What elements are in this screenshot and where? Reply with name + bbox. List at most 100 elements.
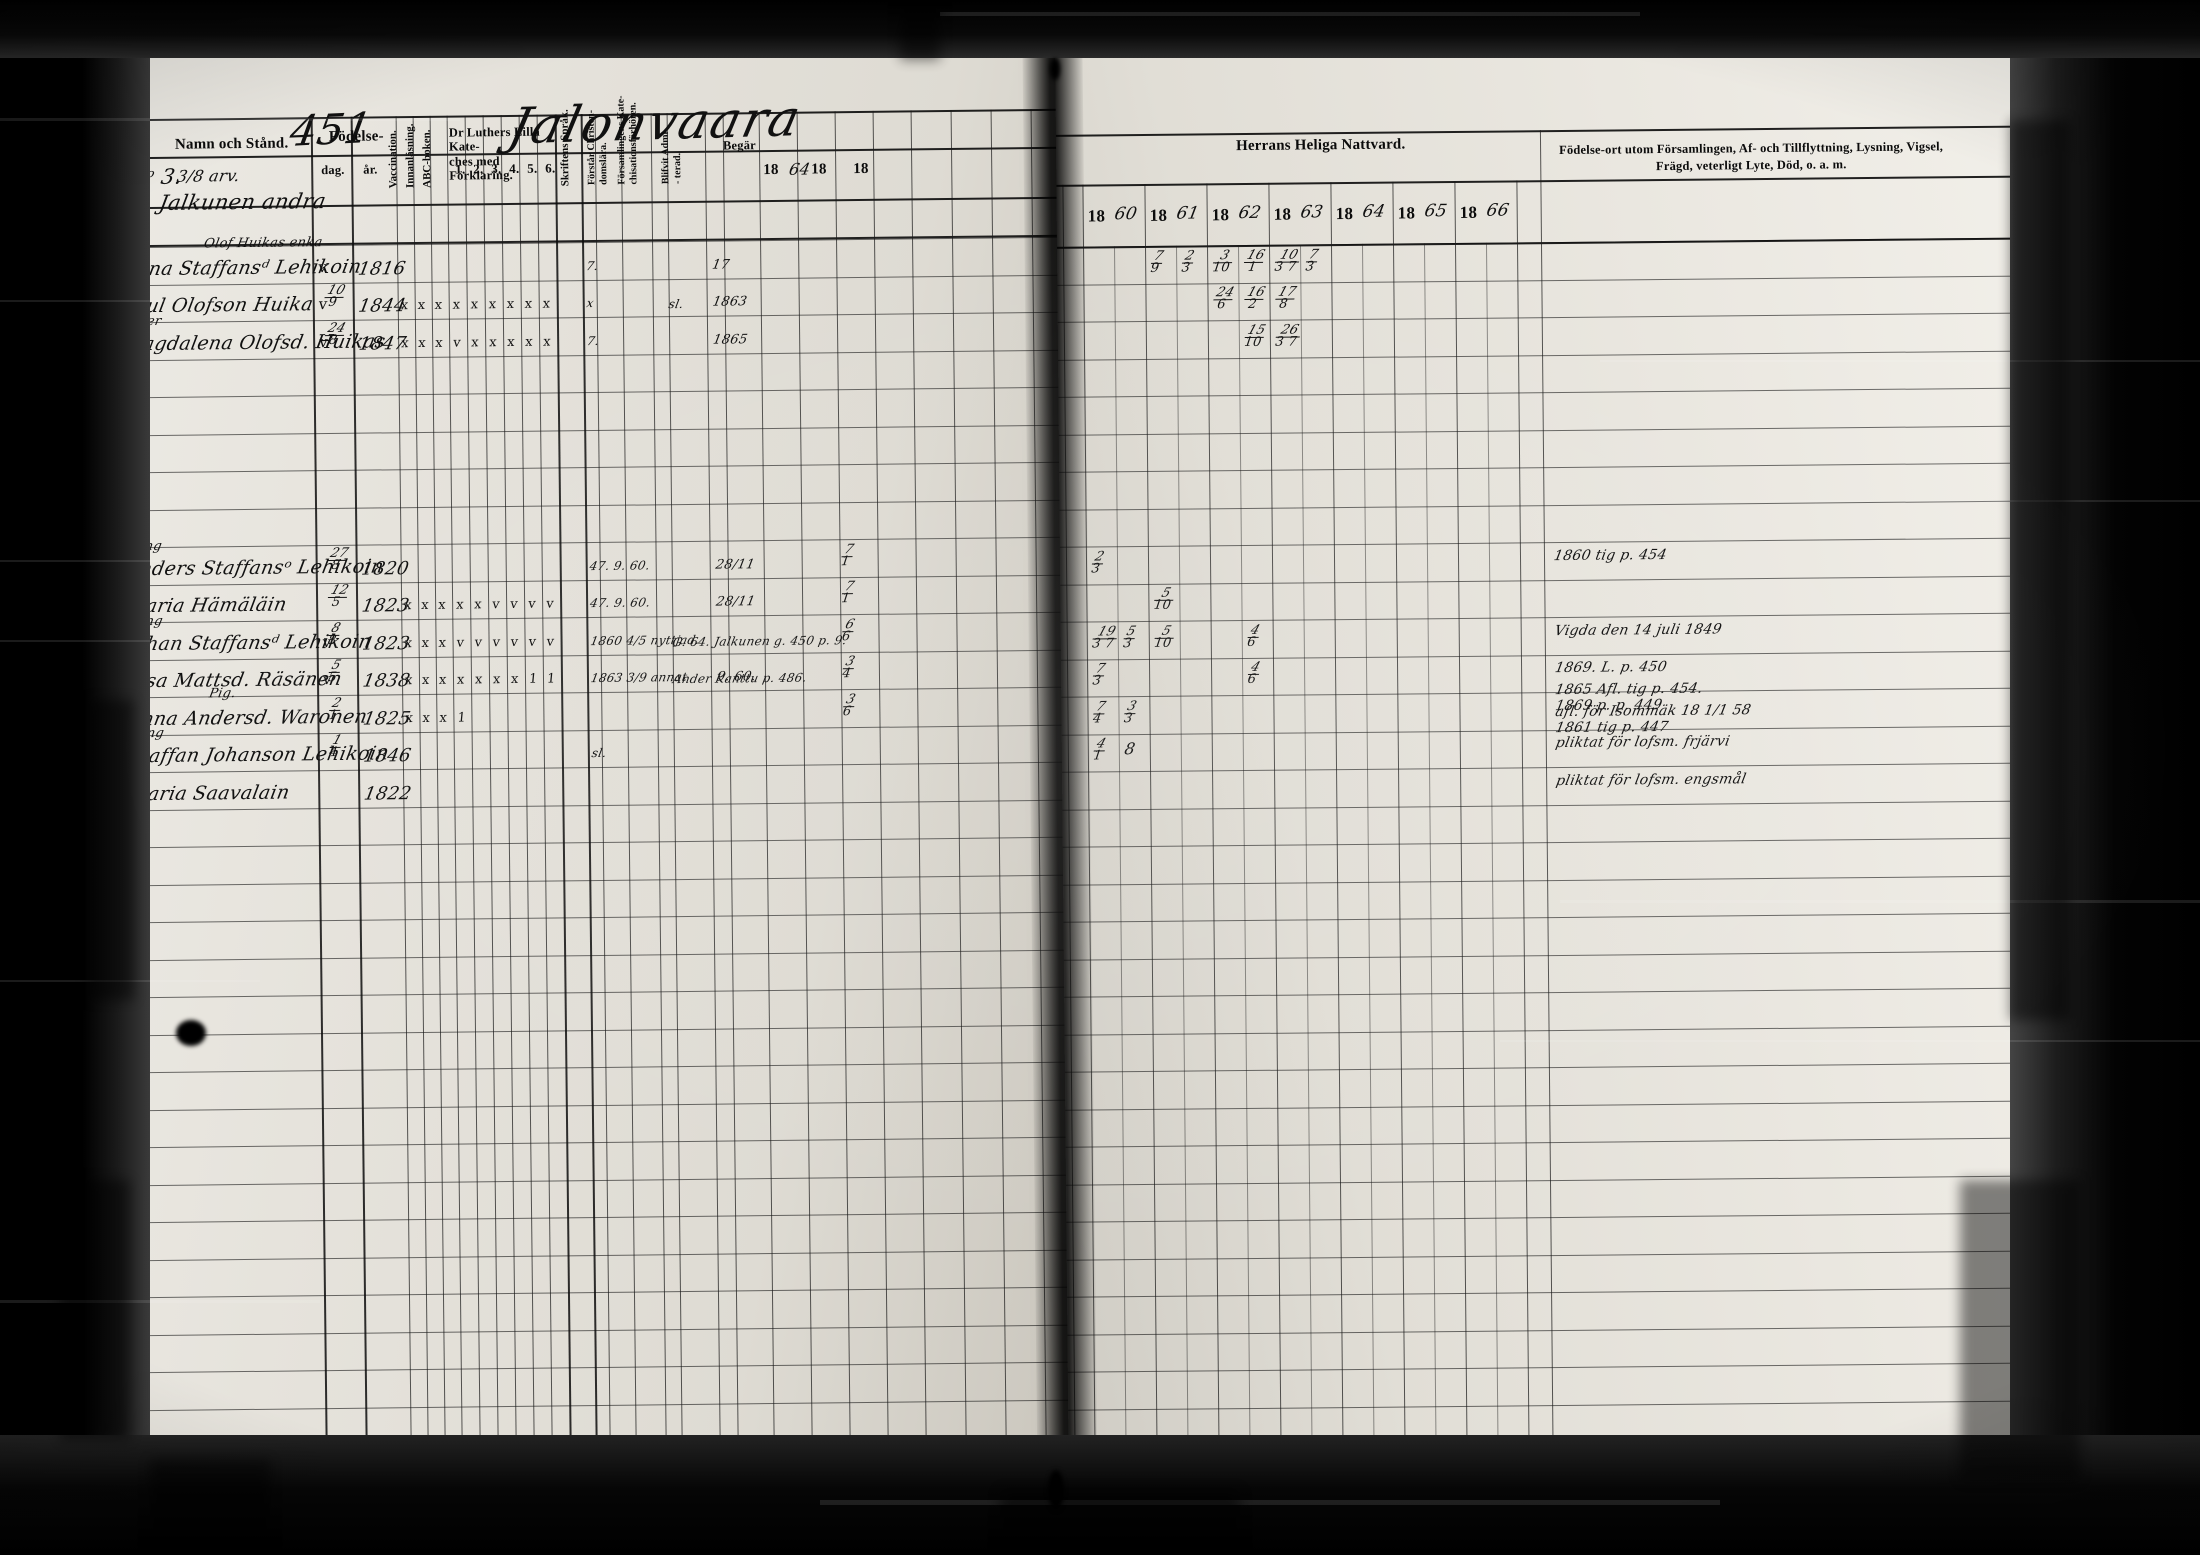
sheet-rule-v [796,111,814,1490]
row-katekes-cell: v [452,335,462,351]
header-herrans-heliga-nattvard: Herrans Heliga Nattvard. [1235,136,1406,155]
row-birth-year: 1846 [361,745,413,767]
scan-blotch-0 [1050,58,1060,80]
row-katekes-cell: x [488,334,498,350]
row-katekes-cell: v [473,634,483,650]
sheet-rule-v [395,116,413,1495]
communion-year-suffix-6: 66 [1484,200,1511,221]
row-birth-year: 1822 [362,782,414,805]
row-katekes-cell: x [455,597,465,613]
row-name: Maria Saavalain [126,780,292,805]
scan-dark-blob-2 [2010,120,2070,1020]
communion-year-prefix-5: 18 [1397,203,1416,223]
row-communion-mark: 15 10 [1241,322,1268,350]
row-note: 1869. L. p. 450 [1553,658,1669,677]
scan-dark-blob-1 [60,1180,130,1440]
row-exam-left: 7. [585,333,601,348]
row-katekes-cell: x [456,672,466,688]
year-header-left-1: 18 [811,161,827,178]
communion-year-divider [1330,182,1345,1503]
scan-streak-3 [0,640,200,642]
left-page: 451 Jalonvaara Namn och Stånd. Födelse- … [109,36,1087,1498]
sheet-rule-v [594,113,612,1492]
header-fodelseort-notes: Födelse-ort utom Församlingen, Af- och T… [1536,138,1966,176]
communion-year-prefix-6: 18 [1459,202,1478,222]
communion-year-suffix-1: 61 [1174,203,1201,224]
row-katekes-cell: x [474,672,484,688]
sheet-rule-h [113,386,1074,399]
sheet-rule-v [350,116,369,1495]
sheet-rule-v [429,115,447,1494]
header-forsamlingens-katechisation: Församlingens Kate- [615,95,628,185]
communion-block-end [1516,180,1531,1501]
row-katekes-cell: x [452,297,462,313]
row-premark-cell: x [417,297,427,314]
row-birth-day: 24 8 [324,320,348,348]
sheet-rule-h [120,986,1081,999]
right-page: Herrans Heliga Nattvard. Födelse-ort uto… [1054,25,2070,1505]
row-katekes-cell: v [491,634,501,650]
header-abc-boken: ABC-boken. [420,129,434,188]
scan-streak-0 [0,118,460,121]
sheet-rule-v [704,112,722,1491]
sheet-rule-h [122,1174,1083,1186]
scan-dark-blob-0 [88,700,134,1000]
sheet-rule-h [115,536,1076,549]
scan-dark-blob-4 [900,0,940,60]
scan-dark-blob-6 [150,1460,270,1550]
communion-year-suffix-0: 60 [1112,204,1139,225]
row-premark-cell: x [437,635,447,651]
sheet-rule-h [114,461,1075,474]
header-fodelse-ar: år. [363,162,378,177]
communion-year-sub [1114,246,1128,1505]
sheet-rule-v [310,117,329,1496]
sheet-rule-v [554,114,573,1493]
row-birth-year: 1820 [359,557,411,580]
row-admitted: 28/11 [714,556,757,573]
header-katekes-number-2: 2. [473,161,484,177]
row-katekes-cell: 1 [456,709,467,726]
row-exam-left: 47. 9. 60. [588,557,652,573]
row-communion-mark: 26 3 7 [1273,322,1304,349]
sheet-rule-v [536,114,554,1493]
sheet-rule-h [121,1061,1082,1074]
scan-streak-1 [0,300,300,302]
row-communion-mark: 19 3 7 [1090,624,1120,651]
sheet-rule-v [666,113,684,1492]
row-exam-left: 7. [585,258,600,273]
sheet-rule-h [124,1361,1085,1374]
sheet-rule-h [124,1324,1085,1336]
communion-year-divider [1206,183,1221,1504]
scan-dark-blob-5 [1000,1490,1240,1555]
row-katekes-cell: x [470,334,480,350]
scan-streak-7 [1500,1040,2200,1042]
household-name: Jalkunen andra [157,189,329,215]
sheet-rule-h [114,424,1075,436]
row-note: pliktat för lofsm. frjärvi [1554,733,1732,752]
communion-year-prefix-2: 18 [1211,205,1230,225]
row-note: 1861 tig p. 447 [1554,718,1670,736]
row-communion-mark: 10 3 7 [1272,247,1303,274]
year-header-left-0: 18 [763,161,779,179]
scan-streak-9 [0,1300,320,1303]
sheet-rule-h [119,874,1080,886]
row-exam-left: sl. [590,745,608,761]
sheet-rule-v [412,116,430,1494]
communion-year-prefix-0: 18 [1087,206,1106,226]
header-katekes-number-3: 3. [491,161,502,177]
sheet-rule-h [118,836,1079,849]
row-katekes-cell: x [473,597,483,613]
row-katekes-cell: x [506,334,516,350]
row-premark-cell: x [438,672,448,688]
communion-year-sub [1299,244,1314,1503]
scan-blotch-2 [176,1020,206,1046]
header-katekes-line1: Dr Luthers Lilla Kate- [448,124,541,155]
row-katekes-cell: x [492,672,502,688]
row-katekes-cell: x [542,333,552,350]
row-exam-mid: sl. [667,296,685,312]
sheet-rule-h [120,949,1081,961]
header-name-och-stand: Namn och Stånd. [174,135,289,153]
header-forsamlingens-katechisation-2: chisationsförhören. [627,102,640,185]
row-katekes-cell: v [455,635,465,651]
